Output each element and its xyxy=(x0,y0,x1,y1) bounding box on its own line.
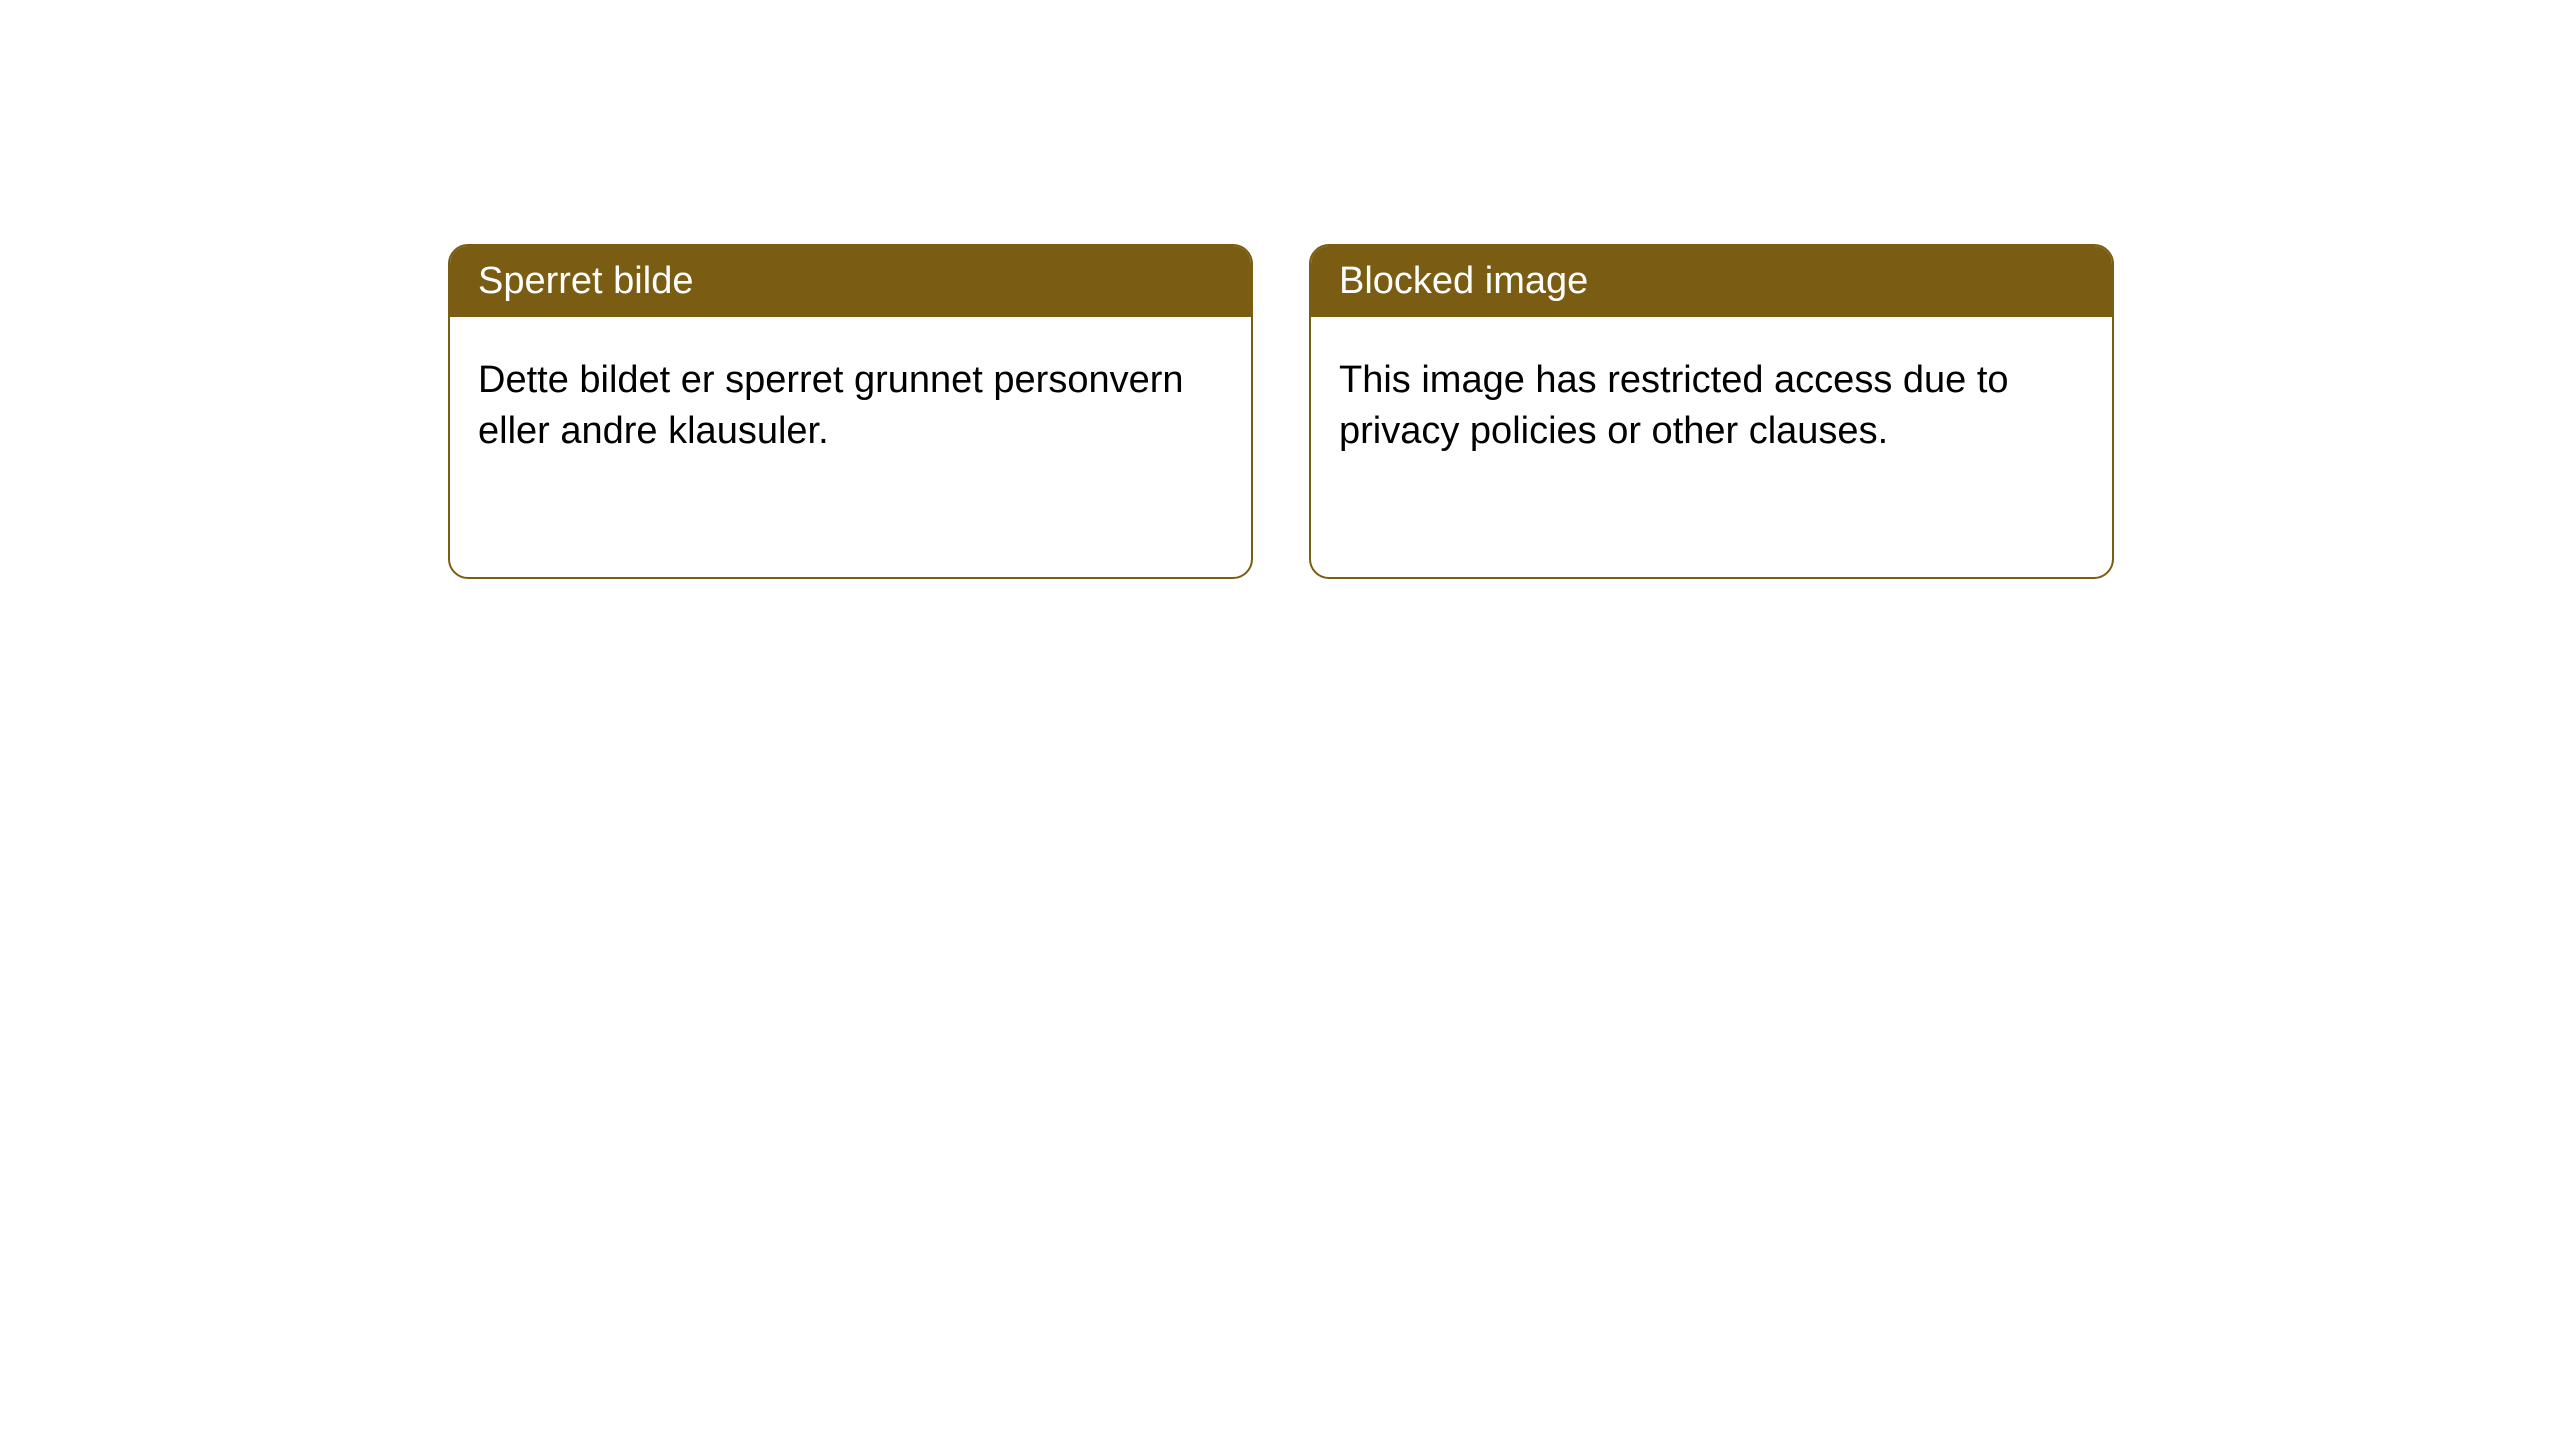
card-title: Sperret bilde xyxy=(478,260,693,302)
card-body: Dette bildet er sperret grunnet personve… xyxy=(450,317,1251,496)
card-body-text: Dette bildet er sperret grunnet personve… xyxy=(478,359,1184,452)
notice-card-norwegian: Sperret bilde Dette bildet er sperret gr… xyxy=(448,244,1253,579)
card-body: This image has restricted access due to … xyxy=(1311,317,2112,496)
notice-cards-container: Sperret bilde Dette bildet er sperret gr… xyxy=(448,244,2114,579)
notice-card-english: Blocked image This image has restricted … xyxy=(1309,244,2114,579)
card-body-text: This image has restricted access due to … xyxy=(1339,359,2009,452)
card-header: Sperret bilde xyxy=(450,246,1251,317)
card-header: Blocked image xyxy=(1311,246,2112,317)
card-title: Blocked image xyxy=(1339,260,1588,302)
